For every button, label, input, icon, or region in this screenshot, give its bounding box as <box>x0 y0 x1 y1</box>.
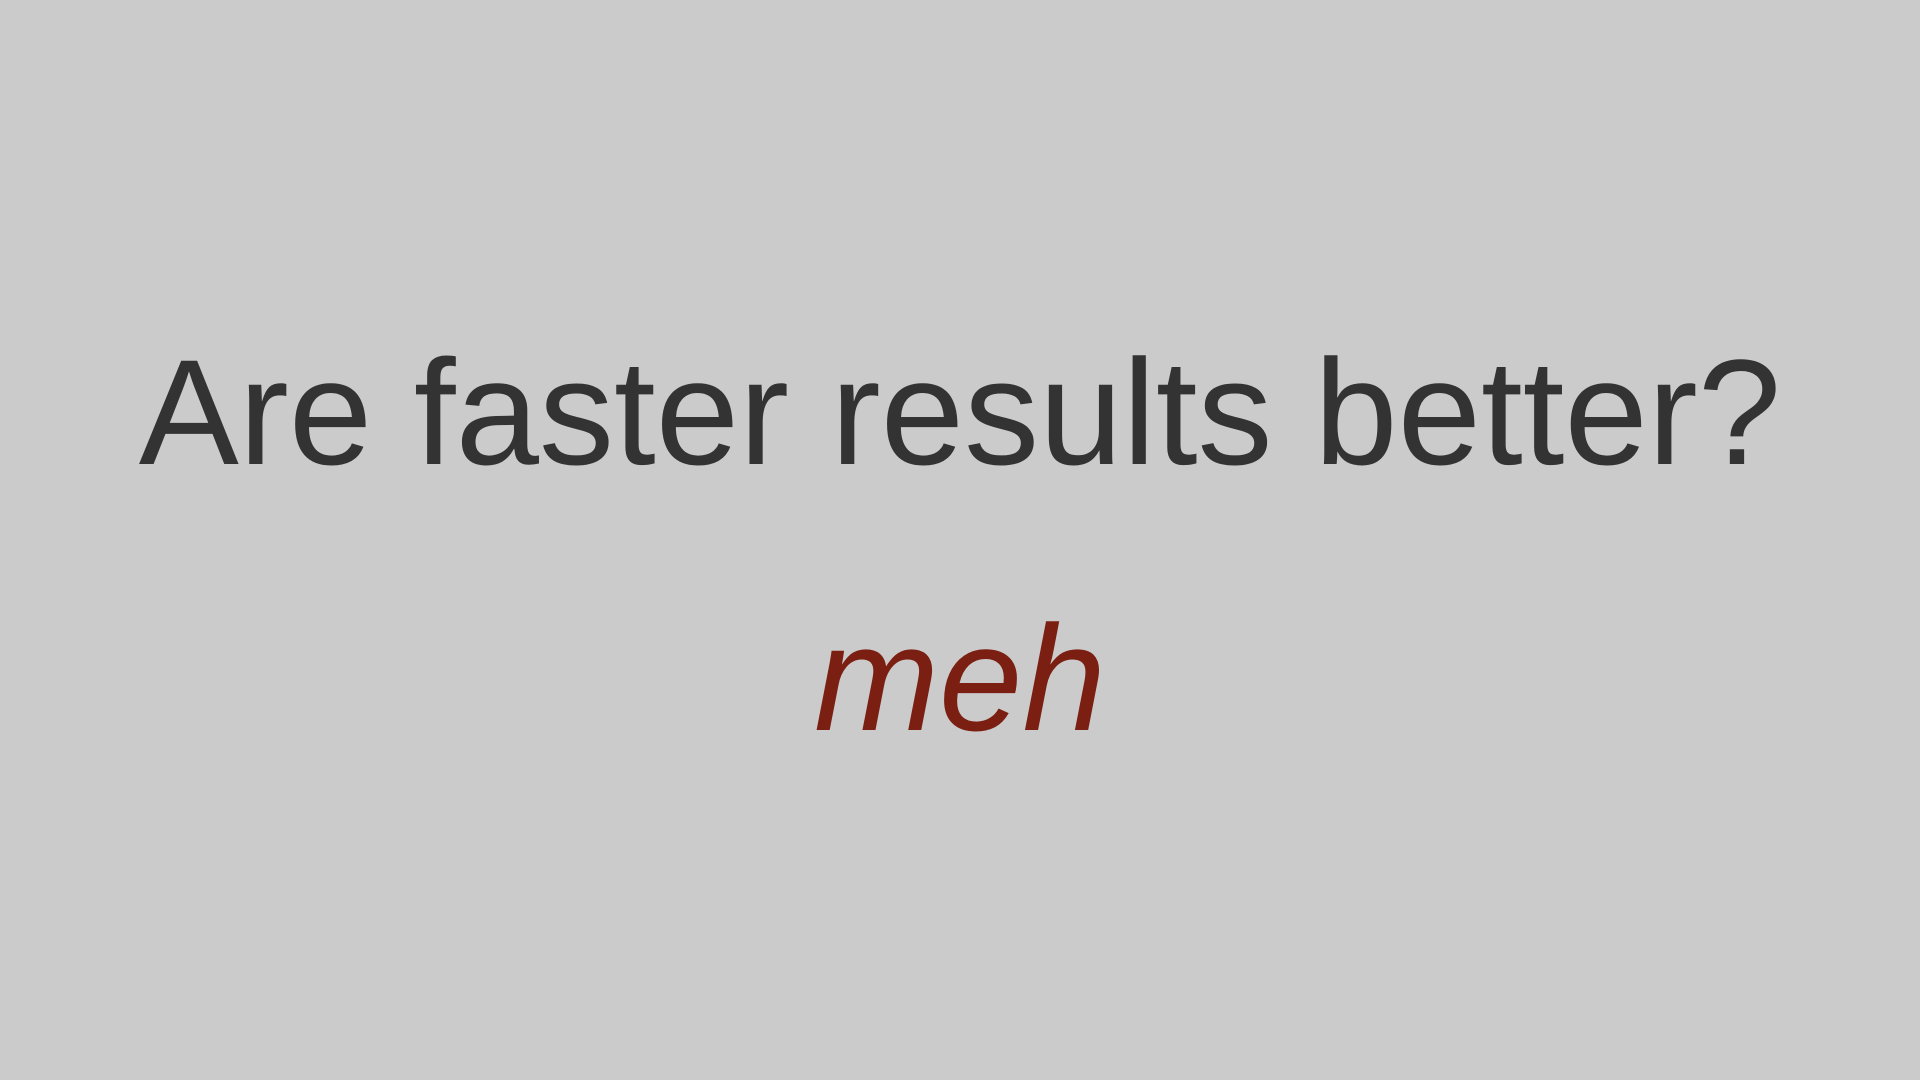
slide-answer: meh <box>814 594 1106 762</box>
slide-title: Are faster results better? <box>138 328 1782 496</box>
